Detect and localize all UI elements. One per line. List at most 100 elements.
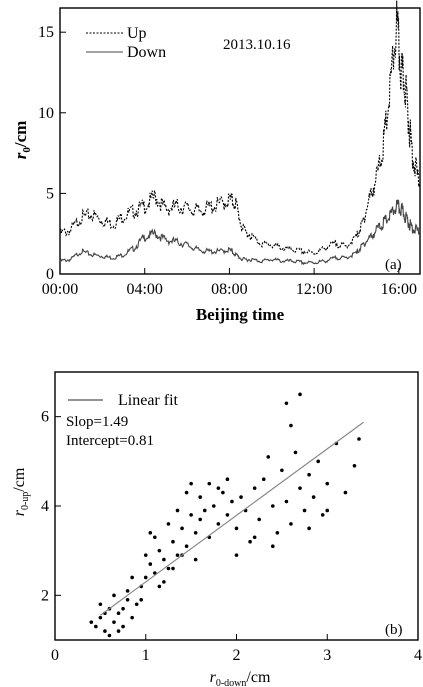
panel-a-y-label-unit: /cm (11, 121, 30, 148)
panel-a-y-tick-label: 0 (46, 266, 54, 283)
scatter-point (252, 535, 257, 540)
scatter-point (171, 539, 175, 544)
scatter-point (198, 495, 202, 499)
scatter-point (116, 629, 121, 633)
panel-b-y-tick-label: 6 (41, 409, 49, 426)
scatter-point (143, 553, 148, 557)
scatter-point (139, 598, 144, 602)
panel-a-x-tick-label: 08:00 (211, 281, 247, 298)
scatter-point (180, 526, 184, 531)
scatter-point (271, 544, 275, 548)
panel-a-x-axis-label: Beijing time (196, 305, 285, 324)
scatter-point (298, 486, 302, 490)
panel-a-x-tick-label: 16:00 (381, 281, 417, 298)
scatter-point (325, 481, 330, 486)
scatter-point (193, 531, 198, 535)
scatter-point (284, 401, 289, 406)
scatter-point (302, 508, 307, 513)
fit-intercept-text: Intercept=0.81 (66, 433, 154, 449)
fit-slope-text: Slop=1.49 (66, 414, 128, 430)
panel-b-label: (b) (385, 622, 403, 638)
scatter-point (316, 459, 320, 464)
scatter-point (221, 490, 225, 495)
scatter-point (311, 495, 316, 499)
scatter-point (125, 589, 130, 593)
scatter-point (184, 544, 189, 548)
scatter-point (343, 490, 348, 495)
scatter-point (225, 513, 230, 517)
scatter-point (162, 557, 166, 562)
panel-b-x-tick-label: 1 (142, 647, 150, 664)
scatter-point (130, 575, 134, 580)
scatter-point (148, 531, 153, 535)
panel-a-y-tick-label: 10 (38, 105, 54, 122)
scatter-point (184, 490, 189, 495)
scatter-point (325, 508, 330, 513)
panel-a-y-label-base: r (11, 152, 30, 159)
panel-a-label: (a) (385, 257, 402, 273)
scatter-point (234, 553, 239, 557)
panel-a-plot-frame (59, 7, 421, 275)
scatter-point (94, 624, 98, 629)
scatter-point (189, 481, 193, 486)
scatter-point (289, 522, 293, 526)
scatter-point (257, 517, 261, 522)
panel-b-x-tick-label: 4 (414, 647, 422, 664)
panel-b-x-tick-label: 3 (323, 647, 331, 664)
panel-b-y-tick-label: 2 (41, 587, 49, 604)
scatter-point (193, 557, 198, 562)
panel-b-y-ticks: 2 4 6 (41, 409, 61, 604)
scatter-point (252, 486, 257, 490)
scatter-point (234, 526, 239, 531)
scatter-point (171, 566, 175, 571)
scatter-point (134, 602, 139, 607)
scatter-point (143, 575, 148, 580)
scatter-point (98, 615, 103, 620)
scatter-point (216, 486, 221, 490)
panel-a-y-tick-label: 15 (38, 24, 54, 41)
scatter-point (157, 548, 162, 553)
scatter-point (112, 593, 116, 598)
panel-b-x-ticks: 0 1 2 3 4 (51, 634, 422, 664)
scatter-point (320, 513, 325, 517)
scatter-point (271, 504, 275, 508)
panel-b-y-label-sub: 0-up (20, 492, 31, 510)
panel-b-x-axis-label: r0-down/cm (210, 669, 271, 687)
scatter-point (198, 517, 202, 522)
scatter-point (307, 472, 311, 477)
scatter-point (298, 392, 302, 397)
legend-down-label: Down (127, 44, 166, 61)
scatter-point (289, 423, 293, 428)
scatter-point (266, 455, 271, 459)
scatter-point (284, 499, 289, 504)
scatter-point (175, 508, 180, 513)
scatter-point (89, 620, 94, 624)
panel-a-y-tick-label: 5 (46, 185, 54, 202)
panel-b-y-axis-label: r0-up/cm (11, 467, 31, 516)
panel-b-x-label-sub: 0-down (216, 678, 247, 687)
panel-b-x-tick-label: 0 (51, 647, 59, 664)
panel-b-legend: Linear fit Slop=1.49 Intercept=0.81 (66, 392, 179, 449)
scatter-point (103, 629, 107, 633)
panel-a-legend: Up Down (86, 25, 166, 61)
panel-b-scatter-points (89, 392, 361, 638)
panel-b: 2 4 6 0 1 2 3 4 Linear fit Slop=1.49 Intercept… (11, 371, 422, 687)
scatter-point (280, 468, 284, 473)
linear-fit-line (100, 421, 364, 616)
legend-up-label: Up (127, 25, 147, 42)
panel-b-y-label-base: r (11, 509, 28, 516)
scatter-point (225, 477, 230, 482)
panel-a-x-tick-label: 00:00 (42, 281, 78, 298)
panel-a-y-label-sub: 0 (21, 147, 33, 153)
panel-a-x-tick-label: 04:00 (126, 281, 162, 298)
scatter-point (121, 624, 125, 629)
scatter-point (166, 566, 171, 571)
legend-fit-label: Linear fit (118, 392, 179, 409)
scatter-point (153, 535, 157, 540)
scatter-point (207, 481, 212, 486)
scatter-point (175, 553, 180, 557)
scatter-point (121, 606, 125, 611)
scatter-point (293, 450, 298, 455)
panel-b-y-tick-label: 4 (41, 498, 49, 515)
panel-a: 0 5 10 15 00:00 04:00 08:00 12:00 16:00 Up Down… (11, 0, 421, 324)
